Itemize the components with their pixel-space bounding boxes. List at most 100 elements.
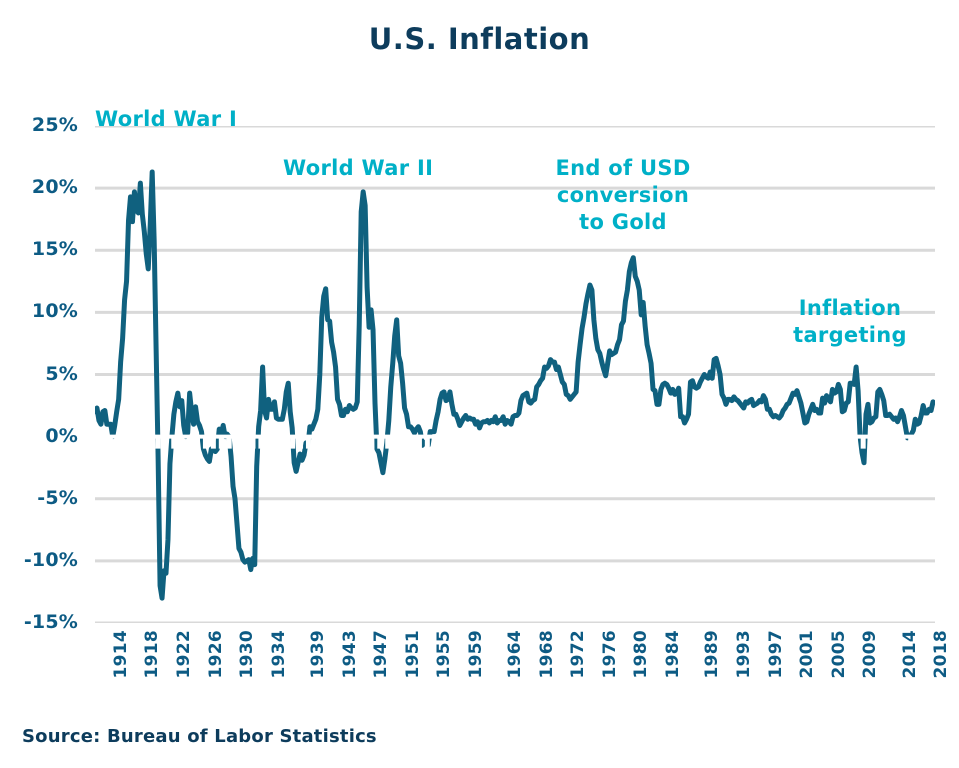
x-tick-label: 1930 xyxy=(237,630,258,679)
x-minor-tick xyxy=(329,435,335,449)
x-minor-tick xyxy=(385,435,391,449)
x-minor-tick xyxy=(171,435,177,449)
x-minor-tick xyxy=(480,435,486,449)
x-minor-tick xyxy=(670,435,676,449)
x-minor-tick xyxy=(900,435,906,449)
x-minor-tick xyxy=(654,435,660,449)
x-minor-tick xyxy=(147,435,153,449)
x-minor-tick xyxy=(266,435,272,449)
x-minor-tick xyxy=(662,435,668,449)
x-minor-tick xyxy=(298,435,304,449)
x-minor-tick xyxy=(305,435,311,449)
x-minor-tick xyxy=(274,435,280,449)
x-minor-tick xyxy=(139,435,145,449)
x-minor-tick xyxy=(361,435,367,449)
x-minor-tick xyxy=(813,435,819,449)
x-minor-tick xyxy=(646,435,652,449)
x-tick-label: 1955 xyxy=(434,630,455,679)
y-tick-label: 20% xyxy=(31,176,78,199)
x-minor-tick xyxy=(567,435,573,449)
x-minor-tick xyxy=(686,435,692,449)
x-minor-tick xyxy=(725,435,731,449)
x-minor-tick xyxy=(741,435,747,449)
x-minor-tick xyxy=(710,435,716,449)
gridlines xyxy=(95,126,935,623)
x-minor-tick xyxy=(226,435,232,449)
y-axis: 25% 20% 15% 10% 5% 0% -5% -10% -15% xyxy=(0,110,88,640)
x-minor-tick xyxy=(234,435,240,449)
x-minor-tick xyxy=(107,435,113,449)
x-minor-tick xyxy=(440,435,446,449)
x-tick-label: 1943 xyxy=(339,630,360,679)
x-axis: 1914 1918 1922 1926 1930 1934 1939 1943 1947 1951… xyxy=(95,628,951,724)
x-minor-tick xyxy=(496,435,502,449)
x-minor-tick xyxy=(432,435,438,449)
x-minor-tick xyxy=(99,435,105,449)
x-tick-label: 2005 xyxy=(828,630,849,679)
annotation-world-war-1: World War I xyxy=(95,107,238,131)
x-minor-tick xyxy=(876,435,882,449)
x-minor-tick xyxy=(607,435,613,449)
x-minor-tick xyxy=(543,435,549,449)
x-minor-tick xyxy=(250,435,256,449)
x-minor-tick xyxy=(377,435,383,449)
annotation-world-war-2: World War II xyxy=(283,156,434,180)
x-minor-tick xyxy=(599,435,605,449)
x-minor-tick xyxy=(95,435,97,449)
x-minor-tick xyxy=(805,435,811,449)
x-minor-tick xyxy=(924,435,930,449)
x-minor-tick xyxy=(828,435,834,449)
x-minor-tick xyxy=(401,435,407,449)
x-tick-label: 1964 xyxy=(505,630,526,679)
x-minor-tick xyxy=(821,435,827,449)
x-minor-tick xyxy=(290,435,296,449)
x-tick-label: 2014 xyxy=(899,630,920,679)
x-minor-tick xyxy=(630,435,636,449)
x-minor-tick xyxy=(424,435,430,449)
x-minor-tick xyxy=(488,435,494,449)
x-tick-label: 2001 xyxy=(797,630,818,679)
inflation-series-line xyxy=(95,169,935,601)
x-minor-tick xyxy=(282,435,288,449)
x-tick-label: 1926 xyxy=(205,630,226,679)
x-minor-tick xyxy=(757,435,763,449)
x-tick-label: 1947 xyxy=(371,630,392,679)
x-minor-tick xyxy=(115,435,121,449)
x-minor-tick xyxy=(583,435,589,449)
x-tick-label: 2018 xyxy=(931,630,952,679)
x-minor-tick xyxy=(852,435,858,449)
x-minor-tick xyxy=(749,435,755,449)
x-minor-tick xyxy=(844,435,850,449)
x-minor-tick xyxy=(733,435,739,449)
inflation-line-chart xyxy=(95,126,935,623)
x-minor-tick xyxy=(789,435,795,449)
x-minor-tick xyxy=(765,435,771,449)
annotation-end-of-gold-conversion: End of USD conversion to Gold xyxy=(555,156,691,234)
x-minor-tick xyxy=(456,435,462,449)
x-minor-tick xyxy=(210,435,216,449)
x-minor-tick xyxy=(868,435,874,449)
x-minor-tick xyxy=(908,435,914,449)
x-minor-tick xyxy=(242,435,248,449)
x-tick-label: 1939 xyxy=(308,630,329,679)
x-minor-tick xyxy=(527,435,533,449)
x-minor-tick xyxy=(884,435,890,449)
x-minor-tick xyxy=(369,435,375,449)
x-minor-tick xyxy=(916,435,922,449)
x-minor-tick xyxy=(559,435,565,449)
x-minor-tick xyxy=(512,435,517,449)
x-minor-tick xyxy=(551,435,557,449)
x-minor-tick xyxy=(504,435,510,449)
x-minor-tick xyxy=(622,435,628,449)
x-minor-tick xyxy=(337,435,343,449)
x-minor-tick xyxy=(836,435,842,449)
x-minor-tick xyxy=(163,435,169,449)
x-minor-ticks xyxy=(95,435,935,449)
y-tick-label: -15% xyxy=(23,611,78,633)
x-minor-tick xyxy=(416,435,422,449)
x-minor-tick xyxy=(123,435,129,449)
x-minor-tick xyxy=(448,435,454,449)
x-tick-label: 1976 xyxy=(599,630,620,679)
y-tick-label: 15% xyxy=(31,238,78,261)
